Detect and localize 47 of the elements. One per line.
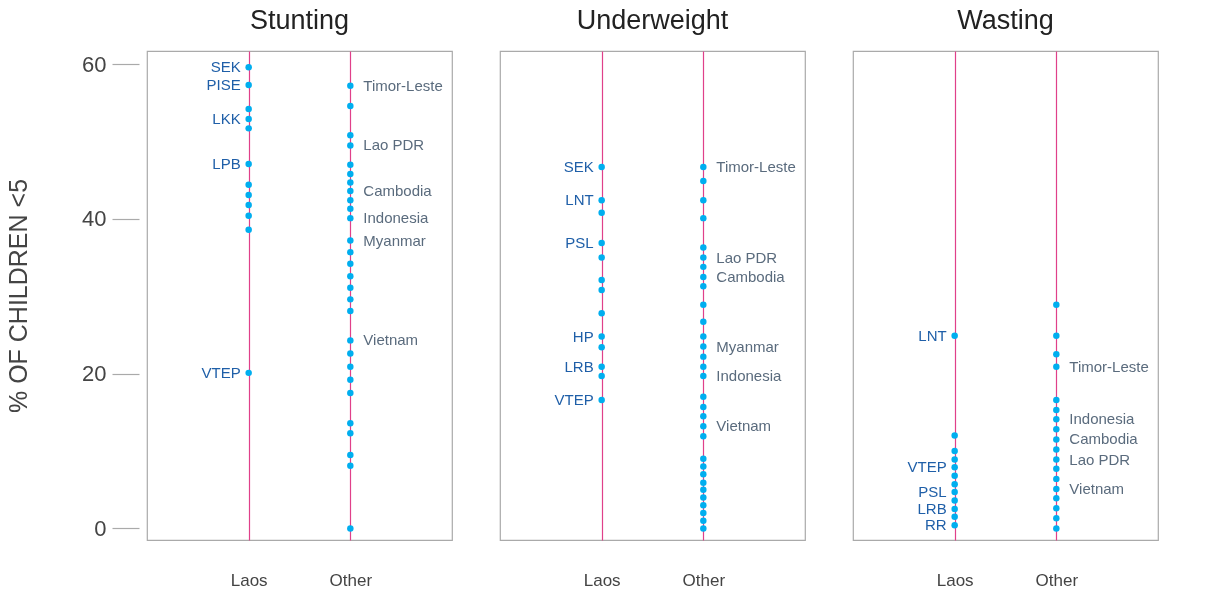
annotation: PSL	[918, 483, 947, 501]
annotation: RR	[924, 516, 947, 534]
chart-title: Underweight	[576, 5, 729, 35]
annotation: HP	[572, 327, 594, 345]
y-tick-label: 0	[94, 515, 107, 541]
x-tick-label: Laos	[230, 570, 268, 590]
chart-title: Stunting	[249, 5, 350, 35]
y-tick-label: 20	[82, 361, 107, 387]
annotation: Myanmar	[716, 337, 779, 355]
annotation: Timor-Leste	[1069, 357, 1149, 375]
annotation: Vietnam	[363, 331, 419, 349]
annotation: Cambodia	[716, 267, 786, 285]
annotation: Vietnam	[1069, 479, 1125, 497]
x-tick-label: Other	[682, 570, 726, 590]
y-axis-title: % OF CHILDREN <5	[4, 178, 33, 414]
annotation: PSL	[565, 233, 594, 251]
annotation: VTEP	[554, 390, 594, 408]
annotation: VTEP	[907, 458, 947, 476]
y-tick-label: 40	[82, 206, 107, 232]
annotation: Lao PDR	[363, 136, 425, 154]
x-tick-label: Laos	[936, 570, 974, 590]
annotation: LNT	[918, 326, 947, 344]
annotation: Cambodia	[363, 182, 433, 200]
annotation: LNT	[565, 191, 594, 209]
annotation: LPB	[212, 154, 241, 172]
annotation: Indonesia	[716, 366, 783, 384]
annotation: Timor-Leste	[363, 76, 443, 94]
annotation: Lao PDR	[1069, 450, 1131, 468]
annotation: Cambodia	[1069, 430, 1139, 448]
annotation: SEK	[210, 58, 241, 76]
annotation: LKK	[212, 110, 241, 128]
annotation: Timor-Leste	[716, 158, 796, 176]
annotation: Indonesia	[363, 209, 430, 227]
annotation: LRB	[564, 357, 594, 375]
y-tick-label: 60	[82, 51, 107, 77]
annotation: Indonesia	[1069, 410, 1136, 428]
annotation: Vietnam	[716, 417, 772, 435]
x-tick-label: Laos	[583, 570, 621, 590]
annotation: SEK	[563, 158, 594, 176]
x-tick-label: Other	[329, 570, 373, 590]
annotation: Myanmar	[363, 231, 426, 249]
annotation: LRB	[917, 500, 947, 518]
annotation: VTEP	[201, 363, 241, 381]
annotation: Lao PDR	[716, 248, 778, 266]
x-tick-label: Other	[1035, 570, 1079, 590]
chart-title: Wasting	[957, 5, 1054, 35]
annotation: PISE	[206, 76, 241, 94]
